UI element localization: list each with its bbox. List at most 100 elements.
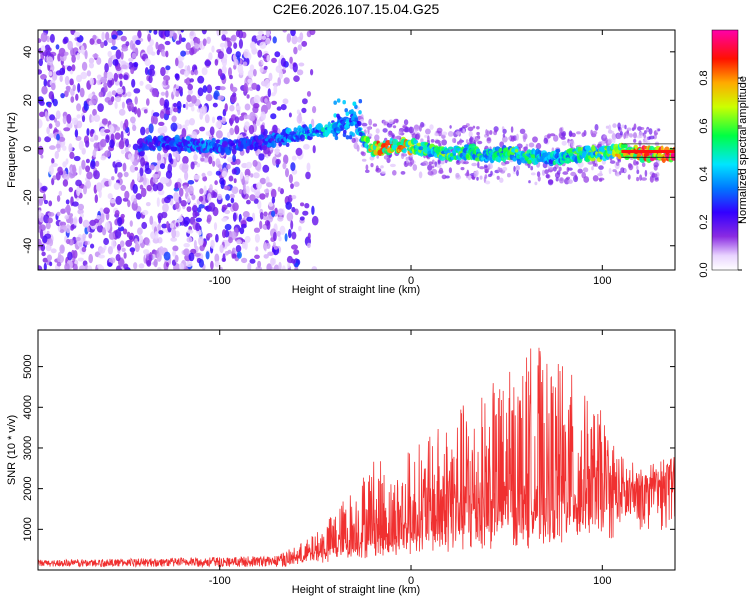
noise-cell [273, 231, 277, 242]
haze-cell [441, 174, 447, 180]
noise-cell [118, 140, 125, 150]
noise-cell [76, 120, 83, 129]
noise-cell [48, 133, 55, 139]
haze-cell [607, 138, 613, 144]
noise-cell [253, 69, 257, 77]
noise-cell [271, 57, 277, 64]
haze-cell [409, 158, 415, 166]
noise-cell [195, 217, 202, 223]
noise-cell [168, 153, 173, 163]
noise-cell [129, 220, 133, 227]
noise-cell [226, 40, 232, 48]
haze-cell [496, 175, 500, 180]
haze-cell [449, 125, 452, 129]
haze-cell [424, 134, 429, 138]
ridge-cell [346, 121, 350, 126]
noise-cell [185, 101, 189, 110]
noise-cell [203, 185, 207, 195]
noise-cell [194, 37, 201, 43]
noise-cell [303, 143, 310, 150]
haze-cell [605, 125, 610, 129]
ridge-cell [439, 156, 446, 161]
noise-cell [166, 221, 170, 229]
noise-cell [76, 186, 81, 197]
noise-cell [100, 213, 105, 223]
noise-cell [66, 238, 71, 245]
haze-cell [552, 166, 557, 172]
haze-cell [374, 134, 380, 141]
noise-cell [89, 62, 94, 69]
noise-cell [293, 181, 300, 187]
noise-cell [312, 106, 317, 114]
haze-cell [370, 163, 374, 168]
noise-cell [247, 262, 252, 270]
noise-cell [246, 94, 250, 99]
noise-cell [40, 154, 44, 159]
haze-cell [555, 177, 559, 182]
colorbar-gradient [711, 29, 739, 271]
noise-cell [249, 258, 256, 264]
noise-cell [278, 236, 282, 242]
noise-cell [131, 78, 136, 88]
noise-cell [123, 263, 129, 270]
noise-cell [146, 184, 152, 192]
noise-cell [272, 156, 278, 166]
noise-cell [266, 100, 272, 110]
noise-cell [62, 115, 67, 125]
ridge-cell [447, 146, 454, 150]
noise-cell [187, 180, 195, 185]
haze-cell [475, 137, 480, 143]
noise-cell [124, 146, 129, 153]
noise-cell [107, 262, 113, 267]
haze-cell [463, 161, 469, 165]
noise-cell [290, 183, 294, 190]
noise-cell [139, 167, 144, 177]
noise-cell [282, 30, 287, 33]
noise-cell [70, 96, 75, 103]
haze-cell [615, 173, 620, 177]
noise-cell [72, 164, 77, 175]
noise-cell [265, 30, 270, 38]
noise-cell [92, 108, 97, 117]
haze-cell [485, 129, 488, 136]
haze-cell [428, 161, 433, 165]
noise-cell [210, 260, 214, 270]
noise-cell [107, 246, 113, 255]
haze-cell [636, 176, 640, 182]
noise-cell [72, 201, 79, 207]
ridge-cell [342, 100, 347, 105]
noise-cell [98, 91, 104, 98]
haze-cell [457, 141, 460, 145]
noise-cell [146, 252, 150, 261]
noise-cell [175, 57, 179, 67]
noise-cell [175, 84, 179, 89]
ridge-cell [596, 153, 602, 157]
haze-cell [628, 163, 633, 171]
noise-cell [185, 77, 191, 86]
haze-cell [560, 136, 566, 140]
haze-cell [499, 167, 503, 173]
noise-cell [193, 69, 199, 76]
noise-cell [154, 231, 159, 240]
colorbar-label: Normalized spectral amplitude [737, 76, 749, 224]
haze-cell [430, 139, 435, 143]
noise-cell [178, 262, 185, 270]
noise-cell [103, 207, 110, 214]
noise-cell [209, 184, 213, 193]
noise-cell [49, 114, 55, 121]
haze-cell [502, 128, 507, 134]
noise-cell [291, 206, 296, 213]
noise-cell [126, 101, 134, 111]
haze-cell [530, 172, 536, 176]
ridge-cell [589, 156, 596, 162]
noise-cell [120, 149, 125, 155]
noise-cell [301, 107, 307, 114]
haze-cell [653, 162, 659, 168]
noise-cell [237, 63, 244, 74]
noise-cell [202, 85, 208, 93]
noise-cell [66, 122, 73, 129]
noise-cell [224, 103, 228, 112]
noise-cell [290, 162, 296, 172]
noise-cell [242, 61, 248, 67]
